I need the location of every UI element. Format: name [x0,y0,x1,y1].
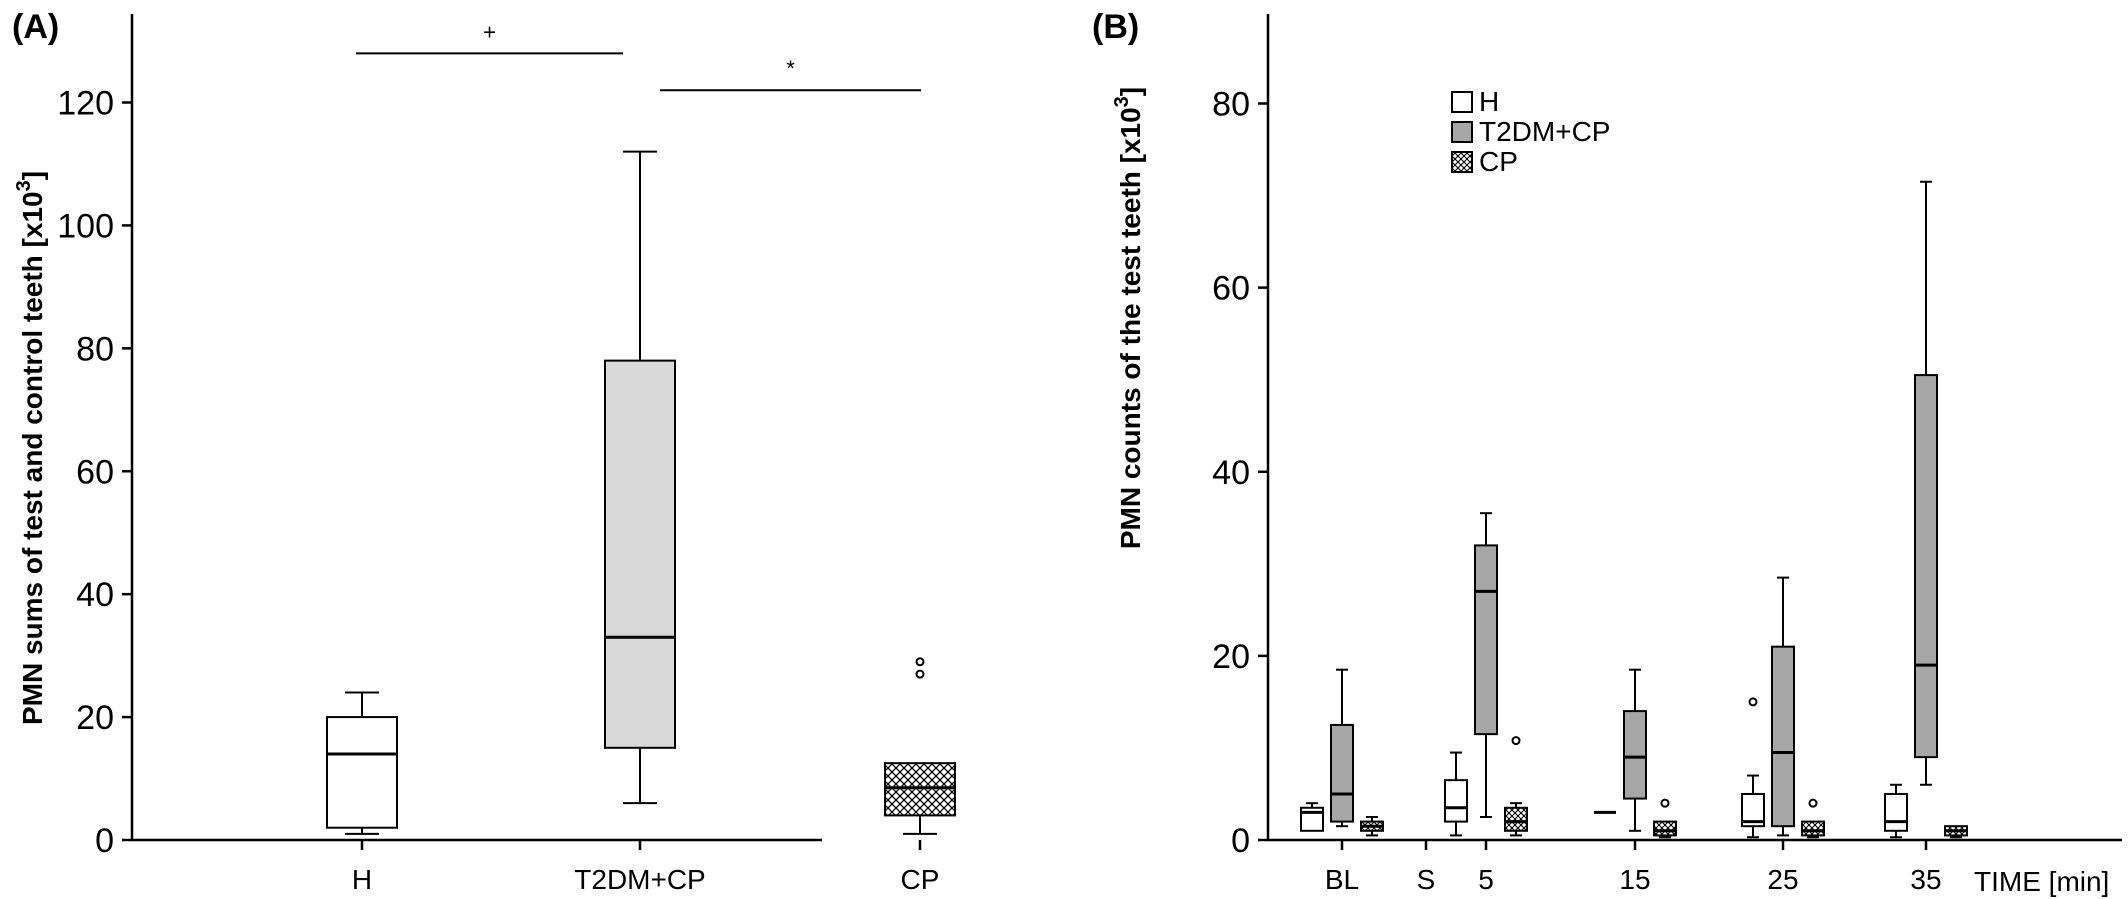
box-box [1444,779,1468,823]
box-box [604,359,676,749]
panel-b-axes [1266,14,2122,842]
panel-b-x-axis-title: TIME [min] [1974,866,2109,897]
legend-label: T2DM+CP [1479,116,1610,147]
box-box [1741,792,1765,828]
box-box [1623,710,1647,800]
x-tick-label: T2DM+CP [574,864,705,895]
y-tick-label: 60 [76,453,114,491]
panel-a-y-ticks: 0 20 40 60 80 100 120 [57,85,132,860]
x-tick-label: 35 [1910,864,1941,895]
box-t2dm-cp [1914,180,1938,786]
y-tick-label: 80 [76,330,114,368]
panel-a-boxes [326,150,956,835]
y-tick-label: 100 [57,207,114,245]
box-cp [1944,825,1968,839]
box-box [1504,806,1528,832]
x-tick-label: S [1417,864,1436,895]
x-tick-label: 15 [1619,864,1650,895]
box-box [1474,544,1498,736]
box-outlier [915,669,925,679]
panel-b: (B) PMN counts of the test teeth [x103] … [1092,8,2122,897]
box-h [1884,783,1908,839]
group-5 [1444,512,1528,837]
x-tick-label: 25 [1767,864,1798,895]
box-h [1444,751,1468,837]
y-tick-label: 60 [1212,270,1250,308]
box-box [1801,820,1825,837]
box-cp [1360,815,1384,837]
x-tick-label: CP [901,864,940,895]
panel-a-y-axis-title: PMN sums of test and control teeth [x103… [13,171,48,725]
legend-label: H [1479,86,1499,117]
y-tick-label: 120 [57,85,114,123]
y-tick-label: 80 [1212,86,1250,124]
box-box [884,762,956,817]
legend-swatch [1451,151,1473,173]
box-t2dm-cp [1474,512,1498,818]
box-cp [1653,798,1677,839]
panel-a: (A) PMN sums of test and control teeth [… [12,8,956,895]
box-outlier [915,657,925,667]
significance-label: + [483,19,496,44]
y-tick-label: 40 [76,576,114,614]
panel-b-label: (B) [1092,8,1139,46]
box-box [1653,820,1677,837]
y-tick-label: 0 [95,822,114,860]
box-t2dm-cp [604,150,676,805]
box-cp [1504,736,1528,837]
y-tick-label: 0 [1231,822,1250,860]
box-h [1741,697,1765,839]
panel-a-x-ticks: H T2DM+CP CP [352,840,940,895]
x-tick-label: H [352,864,372,895]
significance-label: * [786,56,795,81]
group-25 [1741,576,1825,839]
box-outlier [1511,736,1521,746]
box-box [326,716,398,829]
box-box [1330,723,1354,823]
box-outlier [1808,798,1818,808]
group-35 [1884,180,1968,839]
panel-b-boxes [1300,180,1968,839]
panel-a-significance: +* [356,19,921,92]
legend-swatch [1451,91,1473,113]
box-t2dm-cp [1623,668,1647,832]
x-tick-label: BL [1325,864,1359,895]
y-tick-label: 20 [76,699,114,737]
panel-b-y-ticks: 0 20 40 60 80 [1212,86,1268,860]
box-t2dm-cp [1771,576,1795,837]
box-h [1300,802,1324,832]
box-outlier [1748,697,1758,707]
box-outlier [1660,798,1670,808]
group-15 [1594,668,1677,839]
box-box [1771,645,1795,828]
group-bl [1300,668,1384,837]
box-box [1914,374,1938,759]
legend-swatch [1451,121,1473,143]
panel-b-y-axis-title: PMN counts of the test teeth [x103] [1111,87,1146,549]
panel-a-axes [130,14,822,842]
box-cp [1801,798,1825,839]
panel-b-x-ticks: BL S 5 15 25 35 [1325,840,1942,895]
box-cp [884,657,956,835]
y-tick-label: 40 [1212,454,1250,492]
x-tick-label: 5 [1478,864,1494,895]
y-tick-label: 20 [1212,638,1250,676]
legend-label: CP [1479,146,1518,177]
box-box [1884,792,1908,832]
box-h [326,691,398,835]
panel-a-label: (A) [12,8,59,46]
box-t2dm-cp [1330,668,1354,828]
